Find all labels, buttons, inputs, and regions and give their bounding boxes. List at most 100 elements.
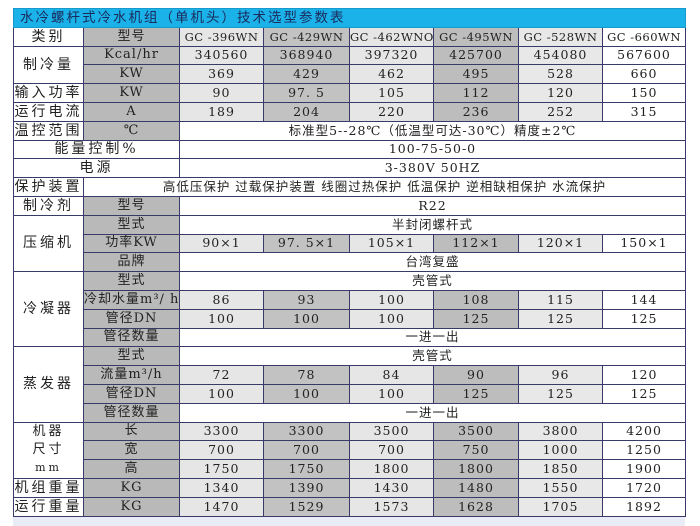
group-label-line: 压缩机 xyxy=(23,235,74,252)
merged-value: 壳管式 xyxy=(179,346,686,367)
param-label: 高 xyxy=(83,459,180,479)
table-row: 温控范围 ℃ 标准型5--28℃（低温型可达-30℃）精度±2℃ xyxy=(13,120,686,141)
value-cell: 750 xyxy=(433,440,519,461)
value-cell: 125 xyxy=(518,308,603,329)
value-cell: 1250 xyxy=(602,440,686,461)
param-label: 品牌 xyxy=(83,252,180,273)
param-label: 流量m³/h xyxy=(83,365,180,385)
group-label-line: 蒸发器 xyxy=(23,376,74,393)
model-name: GC -396WN xyxy=(179,26,264,47)
value-cell: 125 xyxy=(433,308,519,329)
value-cell: 125 xyxy=(602,383,686,404)
value-cell: 1900 xyxy=(602,459,686,479)
value-cell: 700 xyxy=(349,440,434,461)
value-cell: 1628 xyxy=(433,496,519,517)
merged-value: R22 xyxy=(179,195,686,216)
value-cell: 1892 xyxy=(602,496,686,517)
param-label: ℃ xyxy=(83,120,180,141)
model-name: GC -660WN xyxy=(602,26,686,47)
value-cell: 96 xyxy=(518,365,603,385)
merged-value: 一进一出 xyxy=(179,402,686,423)
param-label: KG xyxy=(83,496,180,517)
group-label-line: mm xyxy=(35,461,62,475)
table-row: 管径数量 一进一出 xyxy=(14,402,686,423)
value-cell: 1340 xyxy=(179,477,264,498)
table-row: 冷却水量m³/ h 86 93 100 108 115 144 xyxy=(14,289,686,310)
value-cell: 150×1 xyxy=(602,233,686,254)
model-name: GC -495WN xyxy=(433,26,519,47)
row-label: 电源 xyxy=(13,158,180,179)
table-row: 压缩机 型式 半封闭螺杆式 xyxy=(13,214,686,273)
value-cell: 78 xyxy=(263,365,350,385)
param-label: 管径数量 xyxy=(83,327,180,348)
value-cell: 660 xyxy=(602,64,686,85)
value-cell: 3300 xyxy=(263,421,350,442)
value-cell: 340560 xyxy=(179,45,264,66)
value-cell: 1750 xyxy=(179,459,264,479)
value-cell: 3500 xyxy=(349,421,434,442)
value-cell: 429 xyxy=(263,64,350,85)
param-label: 型式 xyxy=(83,271,180,291)
group-label: 运行重量 xyxy=(13,496,84,517)
merged-value: 100-75-50-0 xyxy=(179,139,686,160)
merged-value: 半封闭螺杆式 xyxy=(179,214,686,235)
value-cell: 425700 xyxy=(433,45,519,66)
value-cell: 4200 xyxy=(602,421,686,442)
group-label-line: 机器 xyxy=(32,424,65,440)
table-row: 机组重量 KG 1340 1390 1430 1480 1550 1720 xyxy=(13,477,686,498)
group-label-line: 温控范围 xyxy=(14,122,83,139)
table-row: 机器 尺寸 mm 长 3300 3300 3500 3500 3800 4200 xyxy=(13,421,686,479)
merged-value: 壳管式 xyxy=(179,271,686,291)
merged-value: 一进一出 xyxy=(179,327,686,348)
group-label: 机器 尺寸 mm xyxy=(13,421,84,479)
param-label: 功率KW xyxy=(83,233,180,254)
model-name: GC -528WN xyxy=(518,26,603,47)
value-cell: 3500 xyxy=(433,421,519,442)
table-row: 高 1750 1750 1800 1800 1850 1900 xyxy=(14,459,686,479)
value-cell: 315 xyxy=(602,101,686,122)
footer-band xyxy=(13,514,685,526)
value-cell: 368940 xyxy=(263,45,350,66)
value-cell: 1750 xyxy=(263,459,350,479)
merged-value: 标准型5--28℃（低温型可达-30℃）精度±2℃ xyxy=(179,120,686,141)
group-label: 制冷剂 xyxy=(13,195,84,216)
param-label: KW xyxy=(83,64,180,85)
group-label: 输入功率 xyxy=(13,83,84,103)
model-header: 型号 xyxy=(83,26,180,47)
value-cell: 112 xyxy=(433,83,519,103)
table-row: 制冷量 Kcal/hr 340560 368940 397320 425700 454080… xyxy=(13,45,686,85)
value-cell: 1550 xyxy=(518,477,603,498)
value-cell: 454080 xyxy=(518,45,603,66)
value-cell: 700 xyxy=(263,440,350,461)
value-cell: 204 xyxy=(263,101,350,122)
table-row: 品牌 台湾复盛 xyxy=(14,252,686,273)
value-cell: 108 xyxy=(433,289,519,310)
value-cell: 86 xyxy=(179,289,264,310)
table-row: KW 369 429 462 495 528 660 xyxy=(14,64,686,85)
merged-value: 台湾复盛 xyxy=(179,252,686,273)
value-cell: 100 xyxy=(263,383,350,404)
value-cell: 97. 5×1 xyxy=(263,233,350,254)
param-label: 长 xyxy=(83,421,180,442)
value-cell: 3300 xyxy=(179,421,264,442)
param-label: 冷却水量m³/ h xyxy=(83,289,180,310)
value-cell: 120×1 xyxy=(518,233,603,254)
table-row: 管径DN 100 100 100 125 125 125 xyxy=(14,383,686,404)
group-label-line: 制冷剂 xyxy=(23,197,74,214)
value-cell: 1000 xyxy=(518,440,603,461)
value-cell: 100 xyxy=(179,383,264,404)
table-row: 制冷剂 型号 R22 xyxy=(13,195,686,216)
value-cell: 105×1 xyxy=(349,233,434,254)
group-label: 蒸发器 xyxy=(13,346,84,423)
table-row: 流量m³/h 72 78 84 90 96 120 xyxy=(14,365,686,385)
group-label-line: 制冷量 xyxy=(23,56,74,73)
group-label: 制冷量 xyxy=(13,45,84,85)
param-label: 宽 xyxy=(83,440,180,461)
param-label: 管径DN xyxy=(83,383,180,404)
group-label-line: 机组重量 xyxy=(14,479,83,496)
merged-value: 3-380V 50HZ xyxy=(179,158,686,179)
param-label: KW xyxy=(83,83,180,103)
table-row: 管径DN 100 100 100 125 125 125 xyxy=(14,308,686,329)
value-cell: 125 xyxy=(433,383,519,404)
table-row: 宽 700 700 700 750 1000 1250 xyxy=(14,440,686,461)
